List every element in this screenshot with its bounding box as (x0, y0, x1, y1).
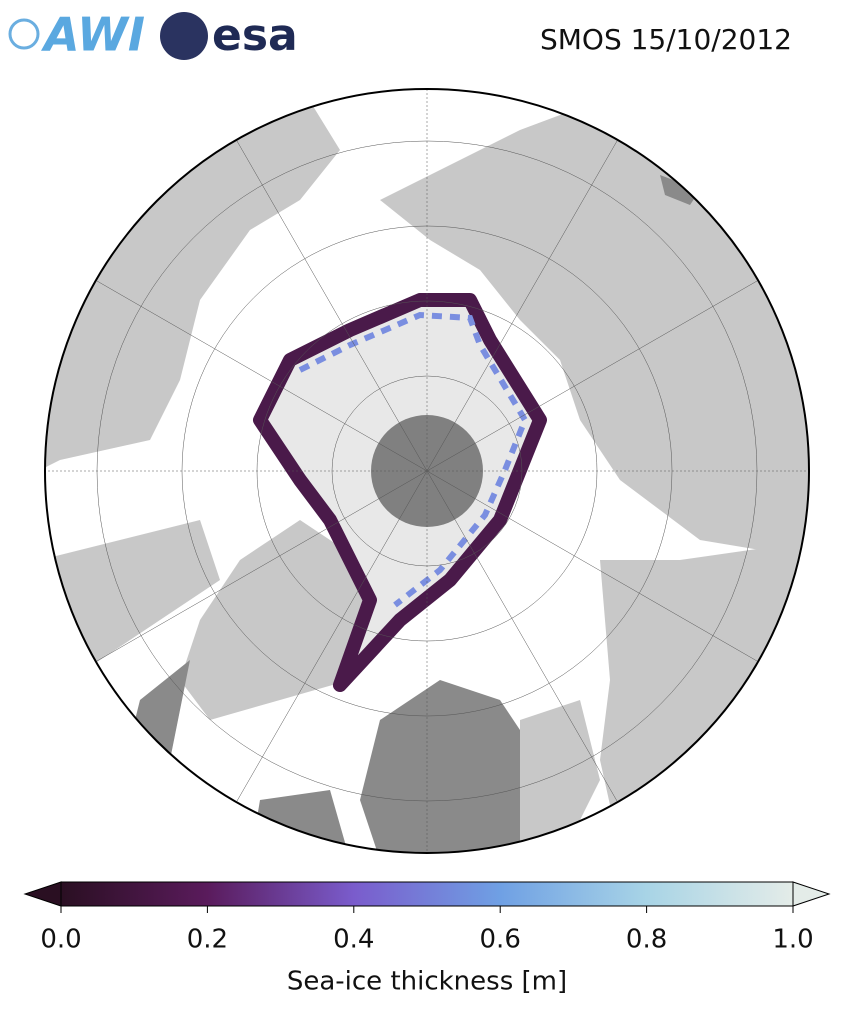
colorbar-label: Sea-ice thickness [m] (287, 967, 567, 997)
esa-icon (160, 12, 208, 60)
sea-ice-edge (298, 311, 529, 608)
awi-icon (8, 18, 40, 50)
esa-logo: esa (212, 10, 298, 61)
map-frame (44, 88, 810, 854)
colorbar-tick-label: 0.6 (480, 925, 521, 955)
colorbar-extend-low (23, 881, 62, 907)
colorbar-ramp (60, 881, 794, 907)
awi-logo: AWI (41, 8, 145, 62)
land (600, 540, 809, 853)
colorbar-tick-label: 0.2 (187, 925, 228, 955)
colorbar-tick-label: 0.8 (626, 925, 667, 955)
logos: AWI esa (8, 8, 298, 62)
colorbar-extend-high (792, 881, 831, 907)
map-title: SMOS 15/10/2012 (540, 23, 792, 56)
map (45, 89, 809, 853)
colorbar: 0.0 0.2 0.4 0.6 0.8 1.0 (23, 881, 831, 955)
colorbar-tick-label: 0.0 (40, 925, 81, 955)
land-dark (660, 175, 700, 205)
colorbar-tick-label: 0.4 (333, 925, 374, 955)
colorbar-tick-label: 1.0 (772, 925, 813, 955)
graticule (45, 89, 809, 853)
scandinavia (360, 680, 540, 853)
